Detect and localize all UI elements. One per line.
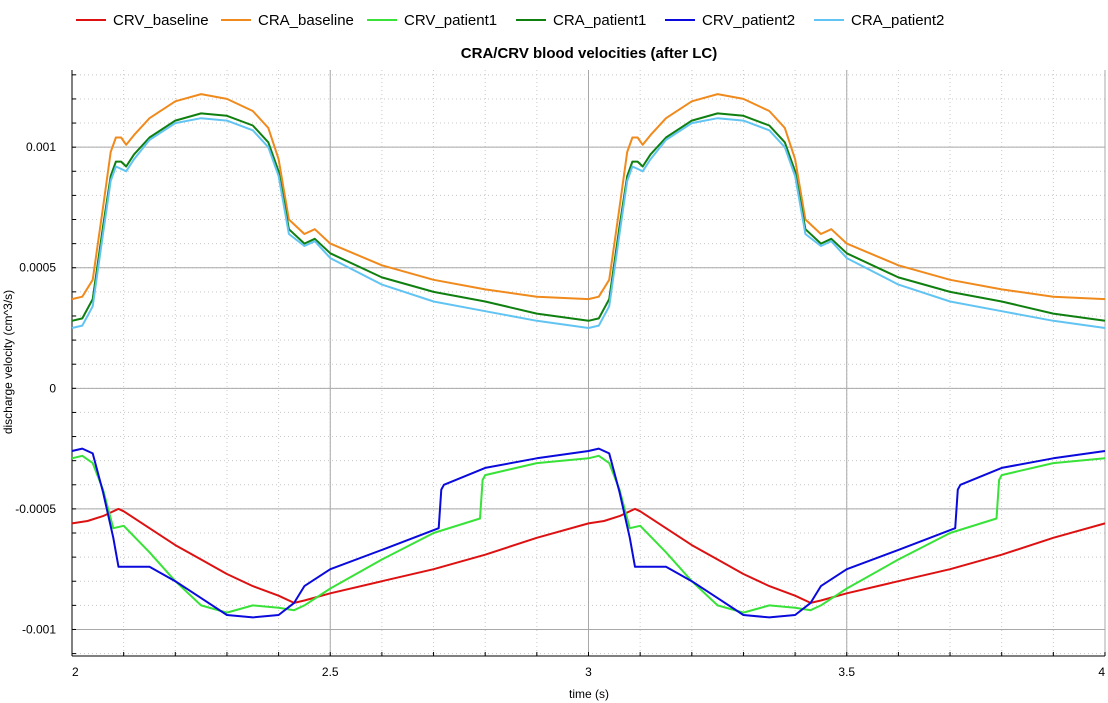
x-tick-label: 2.5	[322, 665, 339, 679]
axes	[71, 70, 1106, 657]
legend-item: CRV_patient1	[367, 12, 497, 29]
y-tick-label: 0.0005	[19, 261, 56, 275]
legend-item: CRV_patient2	[665, 12, 795, 29]
x-axis-label: time (s)	[569, 687, 609, 701]
legend-label: CRV_patient1	[404, 12, 497, 29]
x-tick-label: 3	[585, 665, 592, 679]
series-line-crv-patient2	[71, 447, 1106, 619]
legend-label: CRA_patient2	[851, 12, 944, 29]
y-tick-label: 0.001	[26, 140, 56, 154]
chart-title: CRA/CRV blood velocities (after LC)	[461, 45, 717, 62]
series-lines	[71, 93, 1106, 619]
major-grid	[71, 70, 1106, 656]
series-line-cra-patient2	[71, 117, 1106, 329]
legend-item: CRV_baseline	[76, 12, 209, 29]
legend-label: CRA_patient1	[553, 12, 646, 29]
y-tick-label: -0.0005	[15, 502, 56, 516]
legend-label: CRA_baseline	[258, 12, 354, 29]
legend-item: CRA_baseline	[221, 12, 354, 29]
legend-label: CRV_patient2	[702, 12, 795, 29]
legend: CRV_baseline CRA_baseline CRV_patient1 CRA_…	[76, 12, 944, 29]
tick-labels: 2 2.5 3 3.5 4 -0.001 -0.0005 0 0.0005 0.001	[15, 140, 1105, 679]
series-line-crv-baseline	[71, 507, 1106, 604]
legend-item: CRA_patient1	[516, 12, 646, 29]
x-tick-label: 2	[72, 665, 79, 679]
legend-item: CRA_patient2	[814, 12, 944, 29]
x-tick-label: 4	[1098, 665, 1105, 679]
series-line-cra-baseline	[71, 93, 1106, 301]
y-tick-label: -0.001	[22, 622, 56, 636]
legend-label: CRV_baseline	[113, 12, 209, 29]
y-tick-label: 0	[49, 381, 56, 395]
x-tick-label: 3.5	[838, 665, 855, 679]
y-axis-label: discharge velocity (cm^3/s)	[1, 290, 15, 434]
